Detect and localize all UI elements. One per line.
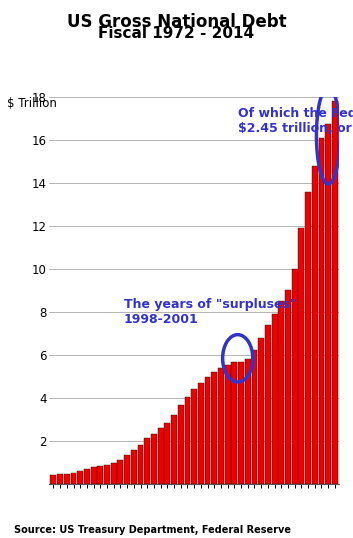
Bar <box>164 423 170 484</box>
Bar <box>198 383 204 484</box>
Bar <box>171 415 177 484</box>
Bar <box>178 406 184 484</box>
Bar <box>118 459 124 484</box>
Bar <box>111 463 117 484</box>
Bar <box>251 350 257 484</box>
Bar <box>158 428 163 484</box>
Text: The years of "surpluses"
1998-2001: The years of "surpluses" 1998-2001 <box>124 298 296 326</box>
Bar <box>238 362 244 484</box>
Bar <box>278 301 284 484</box>
Bar <box>124 455 130 484</box>
Bar <box>332 101 338 484</box>
Bar <box>84 469 90 484</box>
Bar <box>50 475 56 484</box>
Bar <box>232 363 237 484</box>
Bar <box>64 474 70 484</box>
Bar <box>57 475 63 484</box>
Bar <box>151 434 157 484</box>
Bar <box>91 468 97 484</box>
Bar <box>191 390 197 484</box>
Text: Fiscal 1972 - 2014: Fiscal 1972 - 2014 <box>98 26 255 41</box>
Bar <box>298 228 304 484</box>
Bar <box>271 314 277 484</box>
Bar <box>185 397 190 484</box>
Bar <box>305 193 311 484</box>
Text: $ Trillion: $ Trillion <box>7 97 57 110</box>
Bar <box>325 124 331 484</box>
Bar <box>97 466 103 484</box>
Bar <box>71 472 77 484</box>
Bar <box>312 166 318 484</box>
Bar <box>292 268 298 484</box>
Text: Source: US Treasury Department, Federal Reserve: Source: US Treasury Department, Federal … <box>14 525 291 535</box>
Bar <box>245 359 251 484</box>
Bar <box>285 291 291 484</box>
Bar <box>318 138 324 484</box>
Text: US Gross National Debt: US Gross National Debt <box>67 13 286 31</box>
Bar <box>144 438 150 484</box>
Bar <box>258 338 264 484</box>
Bar <box>104 465 110 484</box>
Bar <box>218 368 224 484</box>
Bar <box>265 325 271 484</box>
Bar <box>205 377 210 484</box>
Text: Of which the Fed owns
$2.45 trillion, or 14%: Of which the Fed owns $2.45 trillion, or… <box>238 107 353 134</box>
Bar <box>138 445 144 484</box>
Bar <box>225 365 231 484</box>
Bar <box>77 471 83 484</box>
Bar <box>211 372 217 484</box>
Bar <box>131 450 137 484</box>
